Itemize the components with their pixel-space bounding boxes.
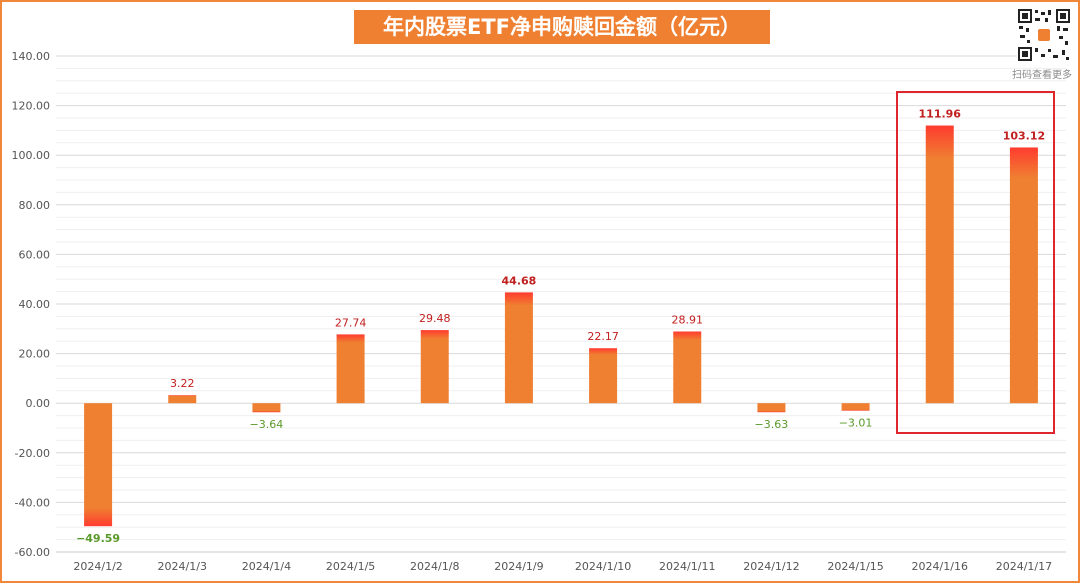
- x-tick-label: 2024/1/3: [158, 560, 207, 573]
- bar: [252, 403, 281, 413]
- data-label: −49.59: [76, 532, 120, 545]
- data-label: −3.01: [839, 417, 873, 430]
- chart-title: 年内股票ETF净申购赎回金额（亿元）: [354, 10, 770, 44]
- x-tick-label: 2024/1/12: [743, 560, 799, 573]
- bar: [757, 403, 786, 413]
- data-label: 103.12: [1003, 129, 1045, 142]
- bar: [336, 334, 365, 404]
- x-tick-label: 2024/1/4: [242, 560, 291, 573]
- bar: [1009, 147, 1038, 404]
- y-tick-label: 0.00: [26, 397, 51, 410]
- bar: [84, 403, 113, 527]
- data-label: −3.63: [755, 418, 789, 431]
- data-label: 29.48: [419, 312, 451, 325]
- bar: [925, 125, 954, 404]
- data-label: 28.91: [672, 314, 704, 327]
- y-tick-label: 120.00: [12, 100, 51, 113]
- x-tick-label: 2024/1/17: [996, 560, 1052, 573]
- highlight-box: [896, 91, 1055, 434]
- bar: [420, 330, 449, 404]
- bar: [589, 348, 618, 404]
- y-tick-label: 40.00: [19, 298, 51, 311]
- x-tick-label: 2024/1/9: [494, 560, 543, 573]
- qr-code-icon: [1017, 8, 1071, 62]
- y-tick-label: 60.00: [19, 248, 51, 261]
- y-tick-label: -20.00: [15, 447, 50, 460]
- data-label: −3.64: [250, 418, 284, 431]
- y-tick-label: 80.00: [19, 199, 51, 212]
- data-label: 22.17: [587, 330, 619, 343]
- bar: [673, 331, 702, 404]
- y-tick-label: -60.00: [15, 546, 50, 559]
- x-tick-label: 2024/1/15: [827, 560, 883, 573]
- x-tick-label: 2024/1/11: [659, 560, 715, 573]
- x-tick-label: 2024/1/10: [575, 560, 631, 573]
- y-tick-label: 140.00: [12, 50, 51, 63]
- data-label: 3.22: [170, 377, 195, 390]
- x-tick-label: 2024/1/5: [326, 560, 375, 573]
- data-label: 27.74: [335, 316, 367, 329]
- y-tick-label: 20.00: [19, 348, 51, 361]
- bar: [168, 395, 197, 404]
- qr-caption: 扫码查看更多: [1012, 70, 1072, 81]
- x-tick-label: 2024/1/16: [912, 560, 968, 573]
- data-label: 111.96: [919, 108, 962, 121]
- bar: [841, 403, 870, 411]
- bar: [504, 292, 533, 404]
- y-tick-label: -40.00: [15, 496, 50, 509]
- x-tick-label: 2024/1/8: [410, 560, 459, 573]
- data-label: 44.68: [502, 274, 537, 287]
- x-tick-label: 2024/1/2: [73, 560, 122, 573]
- y-tick-label: 100.00: [12, 149, 51, 162]
